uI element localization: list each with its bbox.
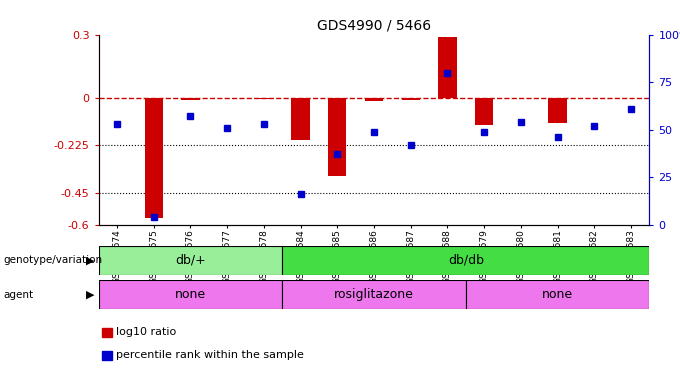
Text: db/db: db/db [448,254,483,266]
Title: GDS4990 / 5466: GDS4990 / 5466 [317,18,431,32]
Text: agent: agent [3,290,33,300]
Bar [99,246,282,275]
Text: percentile rank within the sample: percentile rank within the sample [116,350,303,360]
Bar [328,98,346,176]
Bar [364,98,384,101]
Text: none: none [542,288,573,301]
Bar [548,98,566,123]
Text: rosiglitazone: rosiglitazone [334,288,414,301]
Bar [438,37,457,98]
Bar [466,280,649,309]
Bar [282,280,466,309]
Bar [254,98,273,99]
Text: ▶: ▶ [86,255,95,265]
Bar [181,98,200,100]
Bar [282,246,649,275]
Text: ▶: ▶ [86,290,95,300]
Text: log10 ratio: log10 ratio [116,327,176,337]
Text: db/+: db/+ [175,254,206,266]
Bar [291,98,310,140]
Bar [144,98,163,218]
Text: none: none [175,288,206,301]
Bar [99,280,282,309]
Bar [475,98,493,126]
Bar [401,98,420,100]
Text: genotype/variation: genotype/variation [3,255,103,265]
